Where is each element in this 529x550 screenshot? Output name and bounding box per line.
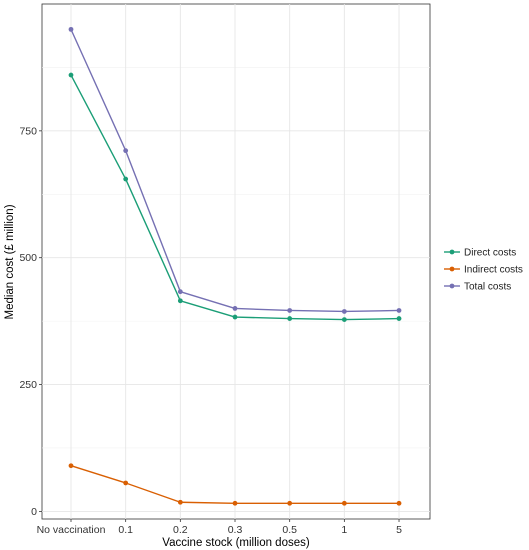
x-tick-label: No vaccination <box>37 524 106 536</box>
axis-ticks <box>39 130 400 522</box>
grid-major <box>42 4 430 519</box>
data-point-total-costs <box>232 306 238 311</box>
data-point-indirect-costs <box>68 463 74 469</box>
legend-label-total-costs: Total costs <box>464 282 511 293</box>
legend-key-point-total-costs <box>449 283 455 289</box>
grid-minor <box>42 67 430 449</box>
data-point-direct-costs <box>177 298 183 304</box>
y-tick-label: 750 <box>19 125 37 137</box>
y-tick-label: 500 <box>19 252 37 264</box>
data-point-direct-costs <box>396 316 402 321</box>
x-tick-label: 0.1 <box>118 524 133 536</box>
legend-key-point-indirect-costs <box>449 266 455 272</box>
y-tick-labels: 0 250 500 750 <box>19 125 37 518</box>
data-point-direct-costs <box>341 317 347 322</box>
data-point-total-costs <box>68 26 74 32</box>
x-tick-label: 0.2 <box>173 524 188 536</box>
plot-panel <box>41 3 431 520</box>
series-layer <box>68 26 402 506</box>
legend: Direct costs Indirect costs Total costs <box>444 248 523 293</box>
x-tick-label: 0.5 <box>282 524 297 536</box>
x-tick-label: 1 <box>341 524 347 536</box>
data-point-direct-costs <box>287 316 293 321</box>
data-point-indirect-costs <box>341 500 347 506</box>
x-axis-title: Vaccine stock (million doses) <box>162 537 310 549</box>
data-point-direct-costs <box>68 72 74 78</box>
data-point-total-costs <box>396 308 402 313</box>
y-tick-label: 250 <box>19 379 37 391</box>
data-point-total-costs <box>341 309 347 314</box>
legend-label-indirect-costs: Indirect costs <box>464 265 523 276</box>
data-point-total-costs <box>287 308 293 313</box>
data-point-total-costs <box>177 289 183 295</box>
x-tick-label: 0.3 <box>228 524 243 536</box>
legend-key-point-direct-costs <box>449 249 455 255</box>
y-axis-title: Median cost (£ million) <box>4 204 16 319</box>
data-point-indirect-costs <box>123 480 129 486</box>
data-point-total-costs <box>123 148 129 154</box>
legend-label-direct-costs: Direct costs <box>464 248 516 259</box>
data-point-indirect-costs <box>232 500 238 506</box>
data-point-indirect-costs <box>287 500 293 506</box>
x-tick-label: 5 <box>396 524 402 536</box>
x-tick-labels: No vaccination 0.1 0.2 0.3 0.5 1 5 <box>37 524 403 536</box>
data-point-direct-costs <box>123 176 129 182</box>
y-tick-label: 0 <box>31 506 37 518</box>
data-point-direct-costs <box>232 314 238 320</box>
data-point-indirect-costs <box>396 500 402 506</box>
data-point-indirect-costs <box>177 499 183 505</box>
